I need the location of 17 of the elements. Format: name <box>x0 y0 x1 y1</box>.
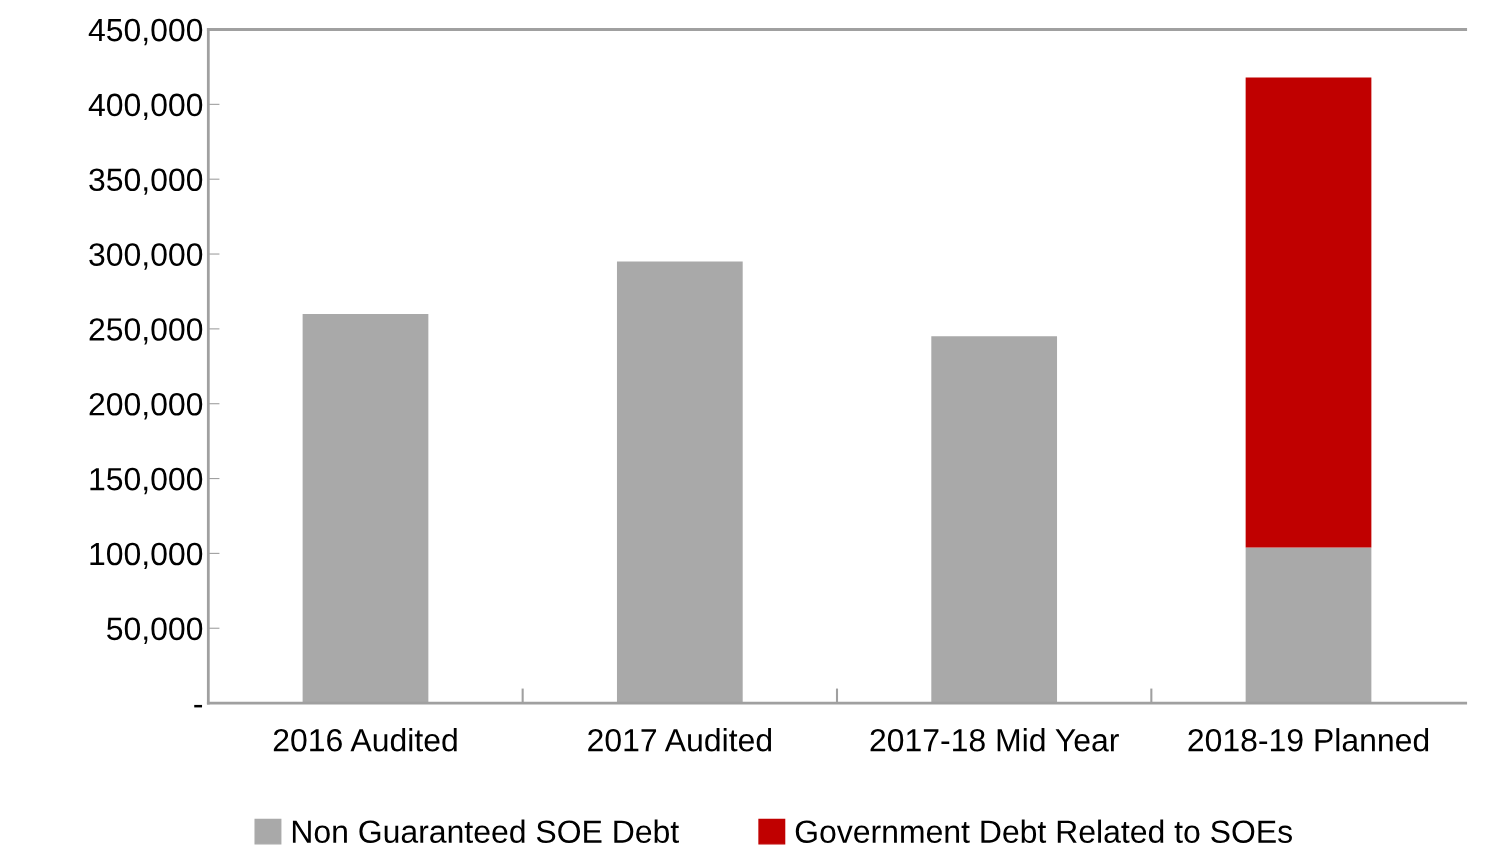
y-tick-label: 150,000 <box>90 467 203 495</box>
y-tick-label: 250,000 <box>89 318 203 345</box>
y-tick-label: 450,000 <box>88 18 203 46</box>
x-tick-label: 2017-18 Mid Year <box>870 728 1119 752</box>
y-tick-label: 300,000 <box>89 243 203 270</box>
legend-label: Non Guaranteed SOE Debt <box>292 819 679 844</box>
y-tick-label: 350,000 <box>89 168 203 195</box>
bar <box>1245 77 1372 548</box>
y-tick-label: 200,000 <box>89 392 203 420</box>
y-tick-label: 400,000 <box>88 93 203 121</box>
x-tick-label: 2018-19 Planned <box>1188 728 1429 752</box>
y-tick-label: - <box>194 704 203 708</box>
y-tick-label: 100,000 <box>90 542 203 570</box>
legend-label: Government Debt Related to SOEs <box>795 819 1292 844</box>
x-tick-label: 2016 Audited <box>273 728 457 752</box>
y-tick-label: 50,000 <box>107 617 203 644</box>
x-tick-label: 2017 Audited <box>588 728 772 752</box>
